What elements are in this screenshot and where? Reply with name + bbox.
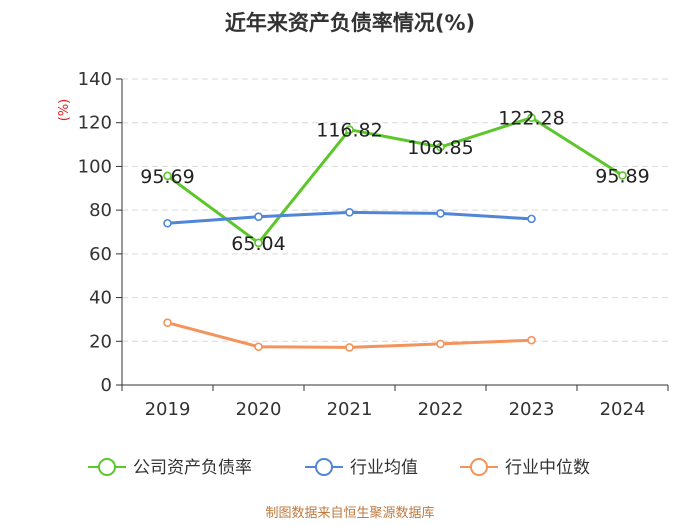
y-tick-label: 20 xyxy=(89,331,112,352)
series-point-0 xyxy=(436,142,445,152)
series-group xyxy=(163,113,627,352)
series-point-1 xyxy=(345,208,354,217)
series-point-2 xyxy=(527,335,536,345)
legend-marker-circle xyxy=(98,458,116,476)
y-tick-label: 120 xyxy=(78,113,112,134)
series-point-1 xyxy=(254,212,263,221)
grid-lines xyxy=(122,78,668,342)
series-point-0 xyxy=(618,171,627,180)
legend-marker-circle xyxy=(315,458,333,476)
y-tick-label: 40 xyxy=(89,288,112,309)
x-tick-label: 2022 xyxy=(418,399,464,420)
series-point-2 xyxy=(345,343,354,352)
y-tick-label: 0 xyxy=(101,375,112,396)
legend-label: 行业均值 xyxy=(350,458,418,478)
legend-marker-circle xyxy=(470,458,488,476)
series-point-1 xyxy=(436,209,445,218)
legend: 公司资产负债率 行业均值 行业中位数 xyxy=(88,458,590,478)
y-tick-label: 100 xyxy=(78,156,112,177)
y-tick-label: 60 xyxy=(89,244,112,265)
data-label: 122.28 xyxy=(498,108,564,130)
series-point-0 xyxy=(254,238,263,248)
series-point-0 xyxy=(345,125,354,134)
series-point-1 xyxy=(163,218,172,228)
data-label: 95.89 xyxy=(595,165,649,187)
legend-label: 行业中位数 xyxy=(505,458,590,478)
x-tick-label: 2021 xyxy=(327,399,373,420)
x-tick-label: 2019 xyxy=(145,399,191,420)
x-tick-label: 2024 xyxy=(600,399,646,420)
legend-label: 公司资产负债率 xyxy=(133,458,252,478)
series-point-0 xyxy=(527,113,536,123)
axes: 0 20 40 60 80 100 120 140 2019 2020 2021 2022 2023 20… xyxy=(78,69,669,420)
data-labels: 95.69 65.04 116.82 108.85 122.28 95.89 xyxy=(140,108,649,255)
y-axis-label: (%) xyxy=(57,99,72,122)
series-point-2 xyxy=(436,339,445,349)
y-tick-label: 140 xyxy=(78,69,112,90)
y-tick-label: 80 xyxy=(89,200,112,221)
series-point-2 xyxy=(163,318,172,328)
chart-title: 近年来资产负债率情况(%) xyxy=(225,11,475,35)
source-note: 制图数据来自恒生聚源数据库 xyxy=(265,505,434,521)
data-label: 65.04 xyxy=(231,233,285,255)
x-tick-label: 2023 xyxy=(509,399,555,420)
data-label: 108.85 xyxy=(407,137,473,159)
series-point-0 xyxy=(163,171,172,181)
data-label: 95.69 xyxy=(140,166,194,188)
series-point-2 xyxy=(254,342,263,352)
series-point-1 xyxy=(527,214,536,224)
series-line-0 xyxy=(166,116,624,245)
x-tick-label: 2020 xyxy=(236,399,282,420)
data-label: 116.82 xyxy=(316,120,382,142)
